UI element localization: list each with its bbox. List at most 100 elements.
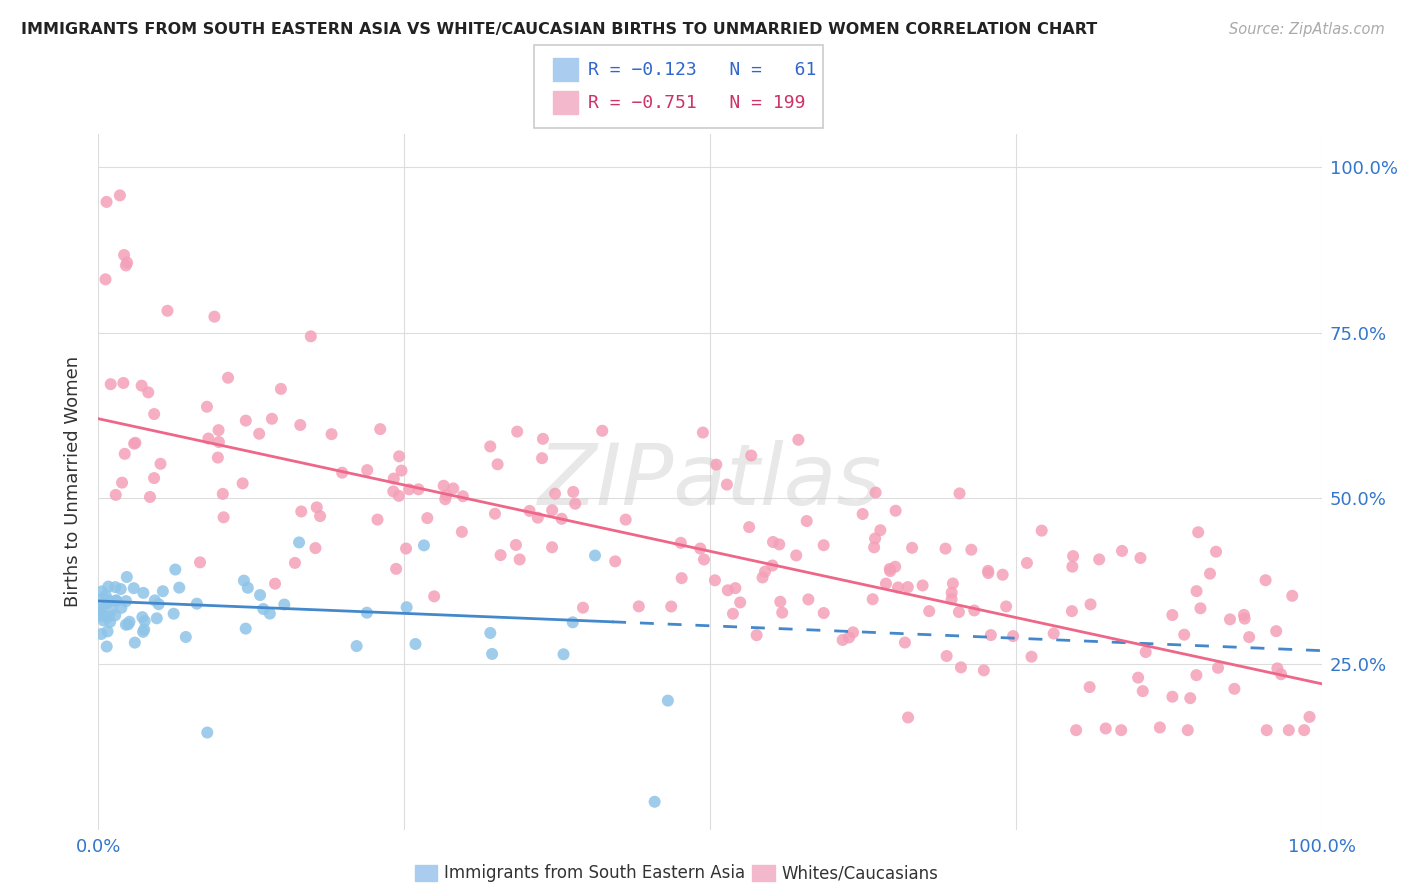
Point	[564, 497, 586, 511]
Point	[562, 484, 585, 499]
Point	[863, 541, 886, 555]
Point	[1233, 607, 1256, 622]
Point	[434, 488, 457, 502]
Point	[865, 485, 887, 500]
Point	[90, 584, 112, 599]
Point	[1278, 723, 1301, 738]
Point	[441, 482, 464, 496]
Point	[169, 581, 191, 595]
Point	[1002, 629, 1025, 643]
Point	[875, 576, 897, 591]
Point	[934, 541, 956, 556]
Point	[134, 614, 156, 628]
Point	[304, 541, 326, 555]
Point	[644, 795, 666, 809]
Point	[96, 640, 118, 654]
Text: Immigrants from South Eastern Asia: Immigrants from South Eastern Asia	[444, 864, 745, 882]
Point	[356, 463, 378, 477]
Point	[232, 476, 254, 491]
Point	[728, 595, 751, 609]
Point	[356, 606, 378, 620]
Point	[627, 599, 650, 614]
Point	[299, 329, 322, 343]
Point	[117, 617, 139, 632]
Point	[152, 584, 174, 599]
Point	[1270, 667, 1292, 681]
Point	[217, 370, 239, 384]
Point	[754, 565, 776, 579]
Point	[146, 611, 169, 625]
Point	[249, 588, 271, 602]
Point	[91, 600, 114, 615]
Point	[112, 248, 135, 262]
Point	[132, 586, 155, 600]
Point	[1060, 604, 1083, 618]
Point	[948, 486, 970, 500]
Text: Source: ZipAtlas.com: Source: ZipAtlas.com	[1229, 22, 1385, 37]
Point	[1062, 549, 1084, 563]
Point	[489, 548, 512, 562]
Point	[486, 458, 509, 472]
Point	[434, 492, 457, 507]
Point	[941, 592, 963, 607]
Point	[235, 414, 257, 428]
Point	[207, 423, 229, 437]
Point	[1015, 556, 1038, 570]
Point	[321, 427, 343, 442]
Point	[115, 594, 138, 608]
Point	[716, 477, 738, 491]
Text: Whites/Caucasians: Whites/Caucasians	[782, 864, 939, 882]
Point	[614, 513, 637, 527]
Point	[1205, 544, 1227, 558]
Point	[918, 604, 941, 618]
Text: R = −0.751   N = 199: R = −0.751 N = 199	[588, 94, 806, 112]
Point	[270, 382, 292, 396]
Point	[207, 450, 229, 465]
Point	[1161, 607, 1184, 622]
Point	[887, 581, 910, 595]
Point	[591, 424, 613, 438]
Point	[740, 449, 762, 463]
Point	[236, 581, 259, 595]
Point	[544, 486, 567, 500]
Point	[762, 535, 785, 549]
Point	[770, 606, 793, 620]
Point	[659, 599, 682, 614]
Point	[197, 432, 219, 446]
Point	[143, 593, 166, 607]
Point	[1042, 626, 1064, 640]
Point	[165, 562, 187, 576]
Point	[894, 635, 917, 649]
Point	[186, 597, 208, 611]
Point	[212, 510, 235, 524]
Point	[671, 571, 693, 585]
Point	[995, 599, 1018, 614]
Point	[813, 538, 835, 552]
Point	[115, 255, 138, 269]
Point	[388, 489, 411, 503]
Point	[330, 466, 353, 480]
Point	[838, 631, 860, 645]
Point	[108, 188, 131, 202]
Point	[724, 581, 747, 595]
Point	[980, 628, 1002, 642]
Point	[1187, 525, 1209, 540]
Point	[797, 592, 820, 607]
Point	[149, 457, 172, 471]
Point	[195, 725, 218, 739]
Point	[104, 580, 127, 594]
Point	[842, 625, 865, 640]
Point	[433, 479, 456, 493]
Point	[689, 541, 711, 556]
Point	[1111, 544, 1133, 558]
Point	[97, 580, 120, 594]
Point	[973, 664, 995, 678]
Point	[1021, 649, 1043, 664]
Point	[1219, 612, 1241, 626]
Point	[232, 574, 254, 588]
Point	[901, 541, 924, 555]
Point	[1199, 566, 1222, 581]
Point	[1177, 723, 1199, 738]
Point	[260, 411, 283, 425]
Point	[911, 578, 934, 592]
